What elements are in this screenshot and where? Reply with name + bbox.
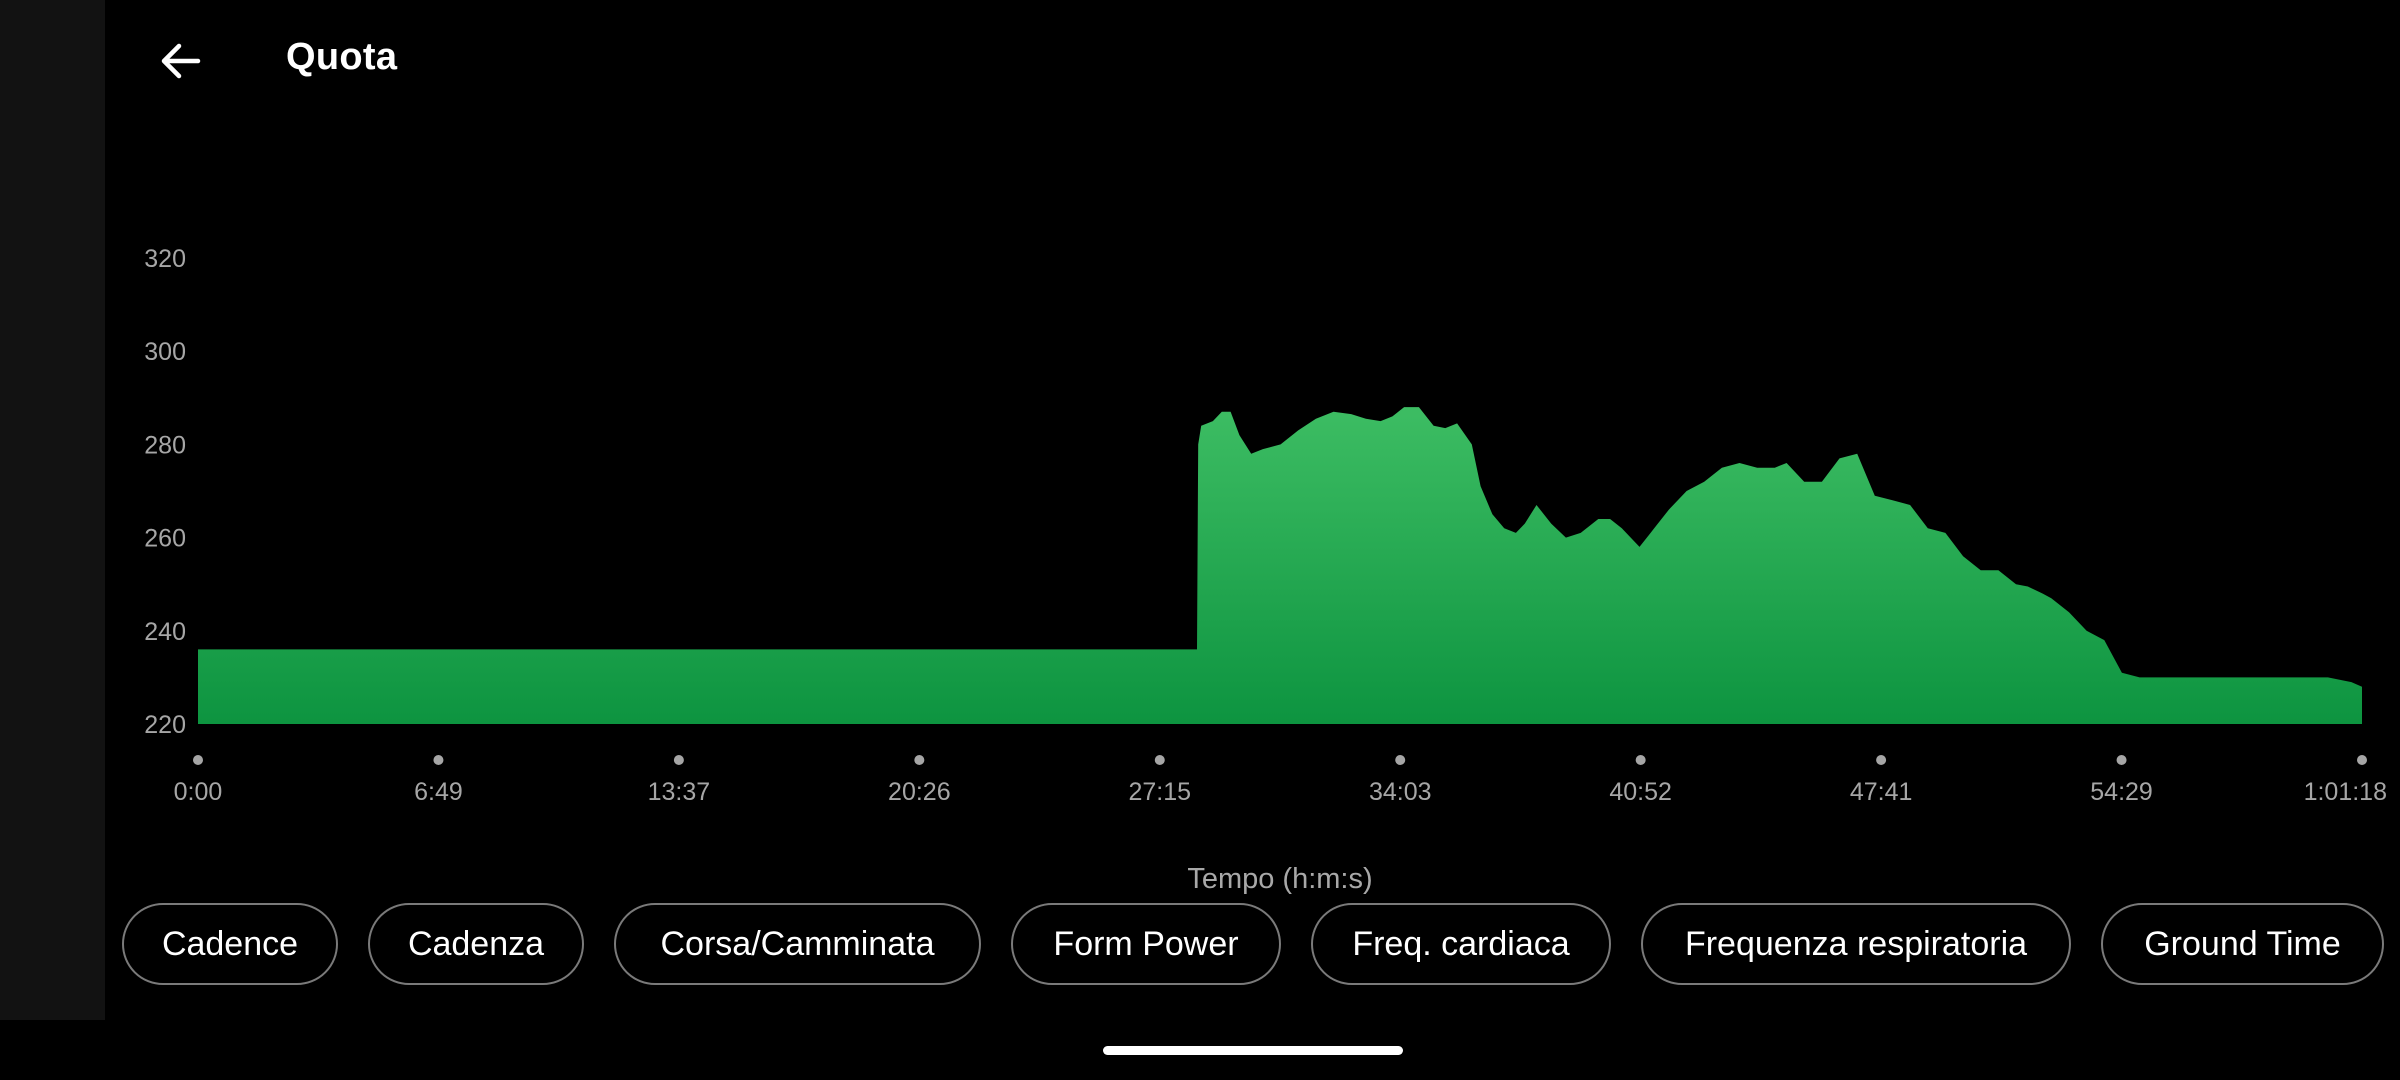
y-tick-label: 300 [144, 338, 186, 366]
chip-cadenza[interactable]: Cadenza [368, 903, 584, 985]
x-tick-dot [914, 755, 925, 765]
y-tick-label: 220 [144, 711, 186, 739]
y-tick-label: 240 [144, 618, 186, 646]
chip-corsa-camminata[interactable]: Corsa/Camminata [614, 903, 981, 985]
app-header: Quota [105, 0, 2400, 125]
chart-svg: 220 240 260 280 300 320 0:00 6:49 13:37 20:26 27:… [144, 245, 2387, 895]
chip-frequenza-respiratoria[interactable]: Frequenza respiratoria [1641, 903, 2071, 985]
x-tick-label: 13:37 [648, 778, 711, 806]
chip-freq-cardiaca[interactable]: Freq. cardiaca [1311, 903, 1611, 985]
home-indicator[interactable] [1103, 1046, 1403, 1055]
app-screen: Quota 220 240 260 280 300 320 0:00 6:49 13:37 20… [105, 0, 2400, 1020]
x-tick-label: 54:29 [2090, 778, 2153, 806]
x-tick-label: 40:52 [1609, 778, 1672, 806]
chip-ground-time[interactable]: Ground Time [2101, 903, 2384, 985]
chip-cadence[interactable]: Cadence [122, 903, 338, 985]
x-tick-label: 27:15 [1128, 778, 1191, 806]
x-tick-dot [1876, 755, 1887, 765]
x-tick-dot [433, 755, 444, 765]
elevation-chart: 220 240 260 280 300 320 0:00 6:49 13:37 20:26 27:… [105, 0, 2400, 1020]
x-axis-title: Tempo (h:m:s) [1187, 863, 1372, 895]
elevation-area-series [198, 407, 2362, 724]
x-tick-label: 20:26 [888, 778, 951, 806]
x-tick-dot [1154, 755, 1165, 765]
x-tick-label: 6:49 [414, 778, 463, 806]
x-tick-dot [2357, 755, 2367, 765]
arrow-left-icon [161, 43, 201, 79]
y-tick-label: 320 [144, 245, 186, 273]
y-tick-label: 260 [144, 525, 186, 553]
chip-form-power[interactable]: Form Power [1011, 903, 1281, 985]
x-tick-dot [193, 755, 203, 765]
x-tick-label: 1:01:18 [2304, 778, 2387, 806]
x-tick-dot [673, 755, 684, 765]
x-tick-dot [2116, 755, 2127, 765]
x-tick-dot [1635, 755, 1646, 765]
y-tick-label: 280 [144, 431, 186, 459]
x-tick-dot [1395, 755, 1406, 765]
x-tick-label: 47:41 [1850, 778, 1913, 806]
page-title: Quota [286, 36, 398, 78]
back-button[interactable] [145, 25, 217, 97]
left-rail [0, 0, 105, 1020]
x-tick-label: 34:03 [1369, 778, 1432, 806]
x-tick-label: 0:00 [174, 778, 223, 806]
